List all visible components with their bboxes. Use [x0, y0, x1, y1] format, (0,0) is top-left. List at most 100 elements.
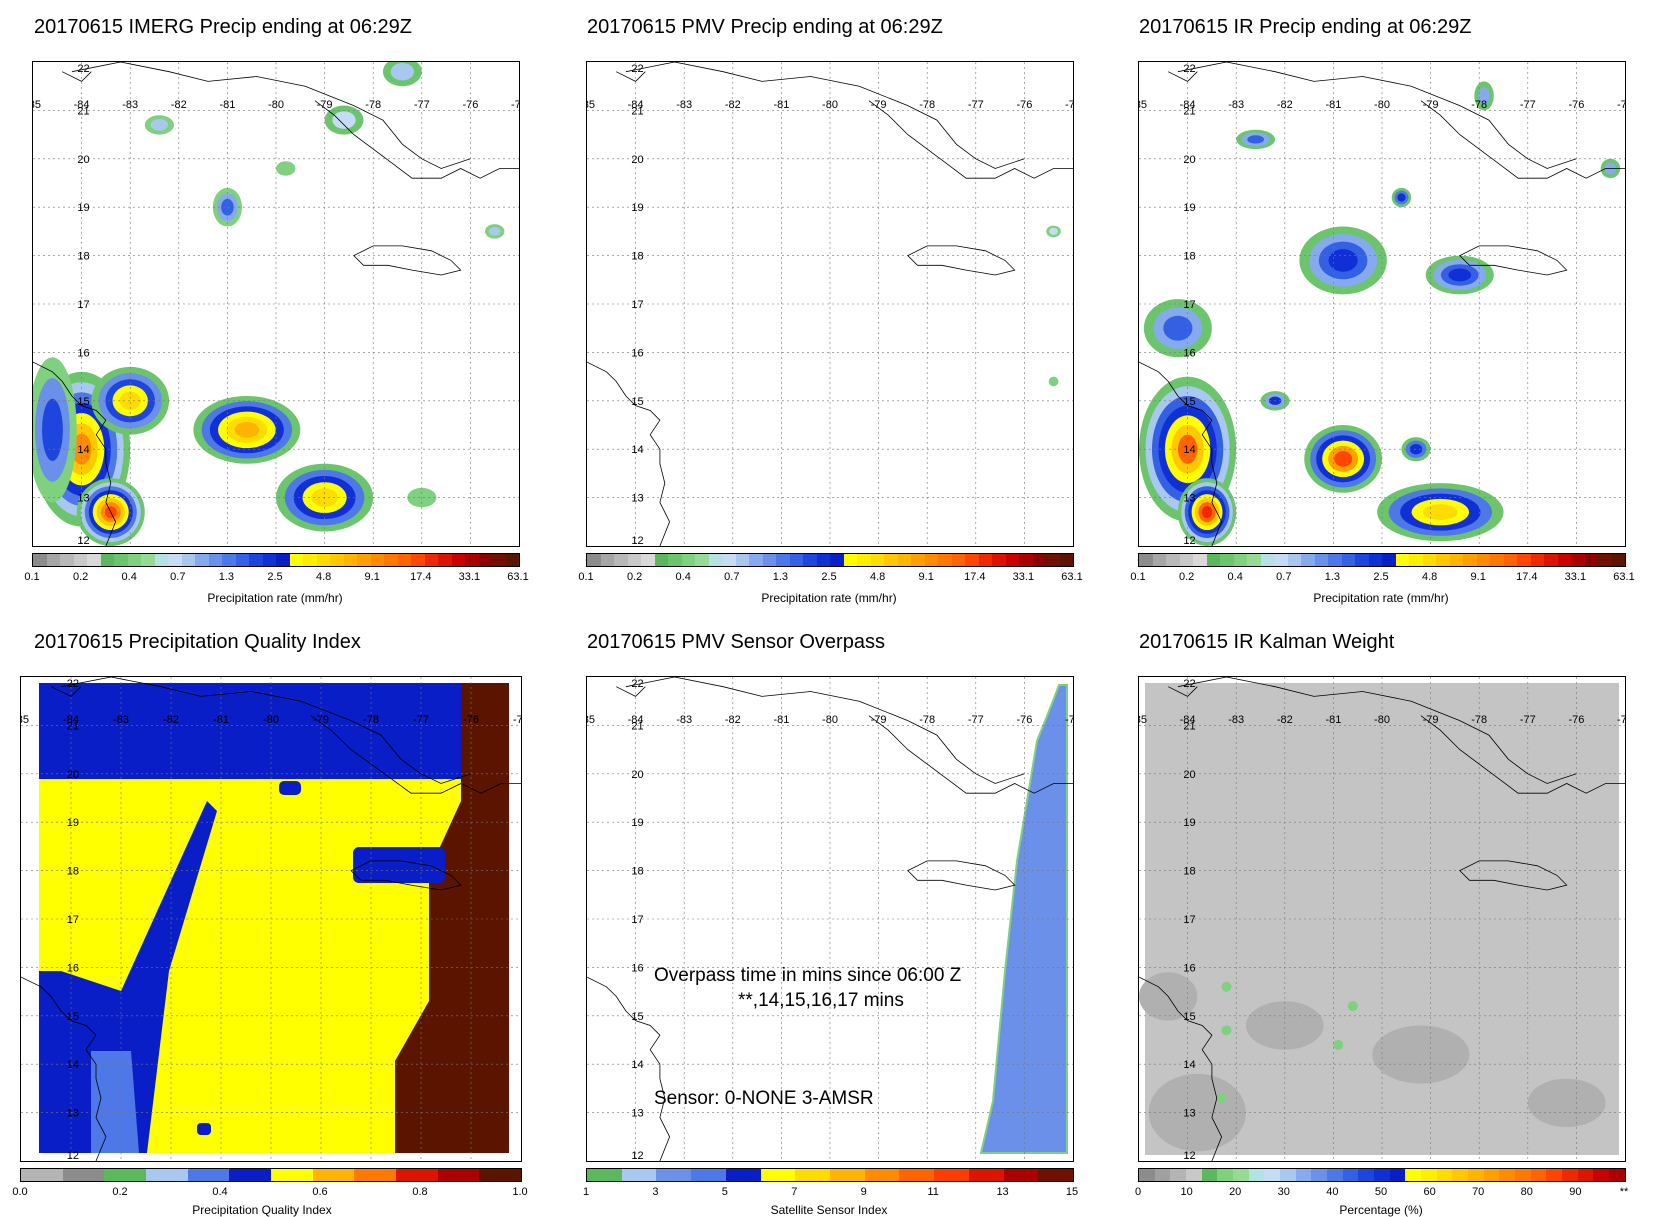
- precip-cell: [1478, 87, 1490, 105]
- colorbar-tick-label: 5: [721, 1186, 728, 1198]
- x-tick-label: -80: [822, 714, 838, 726]
- colorbar-tick-label: 0.6: [312, 1186, 328, 1198]
- x-tick-label: -85: [1139, 714, 1147, 726]
- y-tick-label: 20: [67, 769, 79, 781]
- coastline: [616, 686, 646, 697]
- colorbar-tick-label: 63.1: [1061, 571, 1083, 583]
- colorbar-swatch: [276, 554, 290, 566]
- colorbar-swatch: [968, 1169, 1004, 1181]
- colorbar: [20, 1168, 522, 1182]
- x-tick-label: -81: [213, 714, 229, 726]
- x-tick-label: -78: [365, 99, 381, 111]
- precip-cell: [1049, 227, 1058, 235]
- colorbar-swatch: [229, 1169, 272, 1181]
- colorbar-swatch: [668, 554, 682, 566]
- colorbar-label: Precipitation Quality Index: [192, 1203, 332, 1217]
- x-tick-label: -85: [33, 99, 41, 111]
- precip-cell: [42, 398, 63, 461]
- colorbar-swatch: [1405, 1169, 1422, 1181]
- colorbar-tick-label: 17.4: [964, 571, 986, 583]
- x-tick-label: -76: [1568, 714, 1584, 726]
- colorbar-swatch: [1449, 554, 1463, 566]
- coastline: [71, 62, 471, 169]
- y-tick-label: 18: [67, 866, 79, 878]
- colorbar-swatch: [1355, 554, 1369, 566]
- x-tick-label: -80: [822, 99, 838, 111]
- coastline: [1177, 677, 1577, 784]
- colorbar-swatch: [1452, 1169, 1469, 1181]
- y-tick-label: 21: [67, 720, 79, 732]
- colorbar: [1138, 1168, 1626, 1182]
- colorbar-label: Percentage (%): [1339, 1203, 1423, 1217]
- coastline: [616, 71, 646, 82]
- colorbar-tick-label: 1: [582, 1186, 590, 1198]
- colorbar-swatch: [1490, 554, 1504, 566]
- quality-dark-band: [395, 683, 509, 1153]
- colorbar-swatch: [33, 554, 47, 566]
- y-tick-label: 20: [1183, 154, 1195, 166]
- y-tick-label: 15: [1183, 1011, 1195, 1023]
- kalman-shade: [1372, 1025, 1470, 1084]
- colorbar-tick-label: 9.1: [364, 571, 380, 583]
- colorbar-swatch: [1368, 554, 1382, 566]
- y-tick-label: 13: [67, 1108, 79, 1120]
- y-tick-label: 12: [77, 535, 89, 546]
- x-tick-label: -75: [1065, 99, 1073, 111]
- x-tick-label: -83: [676, 714, 692, 726]
- colorbar-swatch: [803, 554, 817, 566]
- colorbar-swatch: [271, 1169, 313, 1181]
- colorbar-swatch: [722, 554, 736, 566]
- x-tick-label: -84: [1180, 714, 1196, 726]
- x-tick-label: -75: [1617, 99, 1625, 111]
- colorbar-tick-label: 40: [1326, 1186, 1339, 1198]
- colorbar-tick-label: 0.4: [212, 1186, 228, 1198]
- colorbar-swatch: [1003, 1169, 1039, 1181]
- colorbar-tick-label: 0: [1134, 1186, 1142, 1198]
- coastline: [1420, 715, 1625, 794]
- colorbar-swatch: [312, 1169, 355, 1181]
- y-tick-label: 15: [67, 1011, 79, 1023]
- colorbar-swatch: [1301, 554, 1315, 566]
- colorbar-swatch: [681, 554, 695, 566]
- colorbar-swatch: [621, 1169, 657, 1181]
- colorbar: [586, 553, 1074, 567]
- coastline: [587, 976, 671, 1161]
- x-tick-label: -76: [463, 714, 479, 726]
- colorbar-tick-label: 0.0: [12, 1186, 28, 1198]
- y-tick-label: 12: [1183, 1150, 1195, 1161]
- colorbar-tick-label: 50: [1374, 1186, 1388, 1198]
- colorbar-tick-label: 17.4: [1516, 571, 1538, 583]
- colorbar-swatch: [1341, 554, 1355, 566]
- colorbar-label: Precipitation rate (mm/hr): [207, 591, 343, 605]
- colorbar-swatch: [87, 554, 101, 566]
- colorbar-swatch: [249, 554, 263, 566]
- coastline: [1420, 100, 1625, 179]
- colorbar-swatch: [600, 554, 614, 566]
- colorbar-swatch: [141, 554, 155, 566]
- colorbar-swatch: [1206, 554, 1220, 566]
- colorbar-swatch: [62, 1169, 105, 1181]
- colorbar-swatch: [587, 1169, 622, 1181]
- colorbar-tick-label: 0.7: [170, 571, 186, 583]
- colorbar-swatch: [1005, 554, 1019, 566]
- x-tick-label: -82: [725, 714, 741, 726]
- precip-cell: [276, 161, 296, 176]
- y-tick-label: 22: [67, 678, 79, 690]
- colorbar-tick-label: 9.1: [1470, 571, 1486, 583]
- x-tick-label: -82: [171, 99, 187, 111]
- precip-cell: [332, 111, 356, 129]
- colorbar-swatch: [1154, 1169, 1171, 1181]
- colorbar-tick-label: 15: [1065, 1186, 1079, 1198]
- colorbar-tick-label: 60: [1423, 1186, 1436, 1198]
- precip-cell: [1409, 444, 1423, 455]
- colorbar-swatch: [760, 1169, 796, 1181]
- colorbar-tick-label: 0.7: [724, 571, 740, 583]
- colorbar-swatch: [303, 554, 317, 566]
- colorbar-tick-label: 11: [927, 1186, 939, 1198]
- x-tick-label: -84: [628, 714, 644, 726]
- colorbar-tick-label: 0.1: [24, 571, 40, 583]
- coastline: [21, 976, 107, 1161]
- colorbar-swatch: [46, 554, 60, 566]
- map-plot: -85 -84 -83 -82 -81 -80 -79 -78 -77 -76 -75 12 13 14 1…: [586, 61, 1074, 547]
- colorbar-swatch: [1233, 554, 1247, 566]
